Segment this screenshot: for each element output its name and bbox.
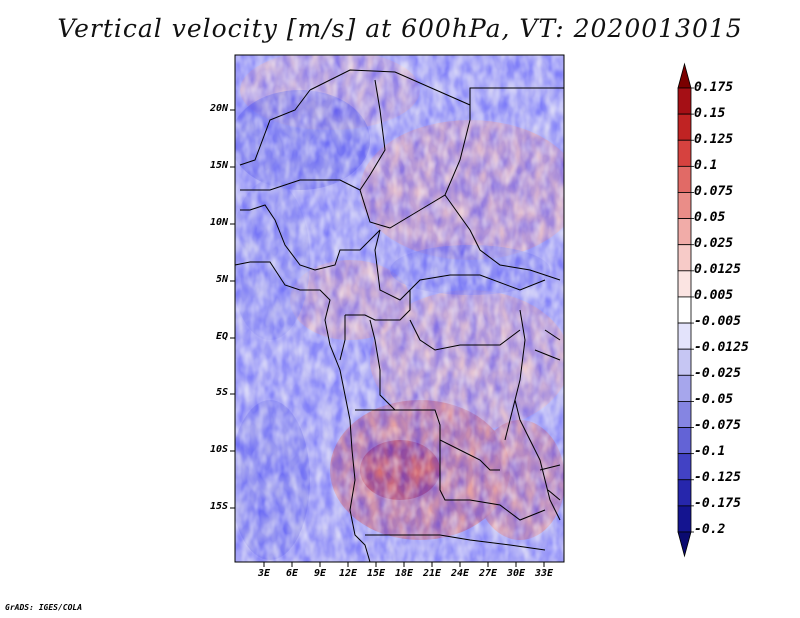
colorbar-segment (677, 113, 692, 141)
lon-label: 21E (422, 568, 442, 579)
lat-label: 15N (209, 160, 228, 171)
colorbar-label: -0.0125 (694, 340, 749, 355)
colorbar-label: 0.05 (694, 210, 726, 225)
colorbar-cap-bottom (677, 531, 692, 558)
colorbar-segment (677, 296, 692, 324)
colorbar-label: -0.025 (694, 366, 741, 381)
colorbar-segment (677, 374, 692, 402)
colorbar-segment (677, 139, 692, 167)
map-frame (234, 54, 565, 563)
lat-label: 15S (209, 501, 228, 512)
lon-label: 3E (257, 568, 271, 579)
colorbar-label: 0.125 (694, 132, 734, 147)
colorbar-label: -0.2 (694, 522, 726, 537)
lon-label: 24E (450, 568, 470, 579)
country-borders (234, 69, 564, 563)
colorbar-label: -0.05 (694, 392, 734, 407)
colorbar-segment (677, 244, 692, 272)
lat-label: EQ (215, 331, 228, 342)
colorbar-label: -0.1 (694, 444, 726, 459)
colorbar-segment (677, 348, 692, 376)
lat-label: 5S (215, 387, 228, 398)
lon-label: 33E (534, 568, 554, 579)
lat-label: 10S (209, 444, 228, 455)
colorbar-label: 0.025 (694, 236, 734, 251)
lon-label: 18E (394, 568, 414, 579)
colorbar-segment (677, 505, 692, 533)
lat-label: 20N (209, 103, 228, 114)
colorbar-label: -0.125 (694, 470, 741, 485)
colorbar-label: 0.075 (694, 184, 734, 199)
chart-title: Vertical velocity [m/s] at 600hPa, VT: 2… (57, 14, 743, 43)
colorbar-segment (677, 270, 692, 298)
colorbar-segment (677, 401, 692, 428)
lon-label: 6E (285, 568, 299, 579)
lon-label: 9E (313, 568, 327, 579)
colorbar-label: 0.175 (694, 80, 734, 95)
colorbar-segment (677, 87, 692, 115)
colorbar-segment (677, 453, 692, 481)
grads-credit: GrADS: IGES/COLA (5, 603, 83, 612)
lon-label: 30E (506, 568, 526, 579)
lon-label: 12E (338, 568, 358, 579)
colorbar-label: 0.005 (694, 288, 734, 303)
colorbar-label: 0.15 (694, 106, 726, 121)
colorbar-label: -0.075 (694, 418, 741, 433)
colorbar-segment (677, 322, 692, 350)
colorbar-label: -0.175 (694, 496, 741, 511)
lat-label: 5N (215, 274, 228, 285)
colorbar-segment (677, 165, 692, 193)
colorbar-cap-top (677, 62, 692, 89)
lon-label: 15E (366, 568, 386, 579)
colorbar-segment (677, 192, 692, 219)
colorbar-label: 0.1 (694, 158, 718, 173)
lon-label: 27E (478, 568, 498, 579)
colorbar-segment (677, 427, 692, 455)
lat-label: 10N (209, 217, 228, 228)
colorbar-label: 0.0125 (694, 262, 741, 277)
colorbar-segment (677, 479, 692, 507)
colorbar-label: -0.005 (694, 314, 741, 329)
colorbar-segment (677, 218, 692, 246)
axis-ticks (230, 109, 545, 567)
